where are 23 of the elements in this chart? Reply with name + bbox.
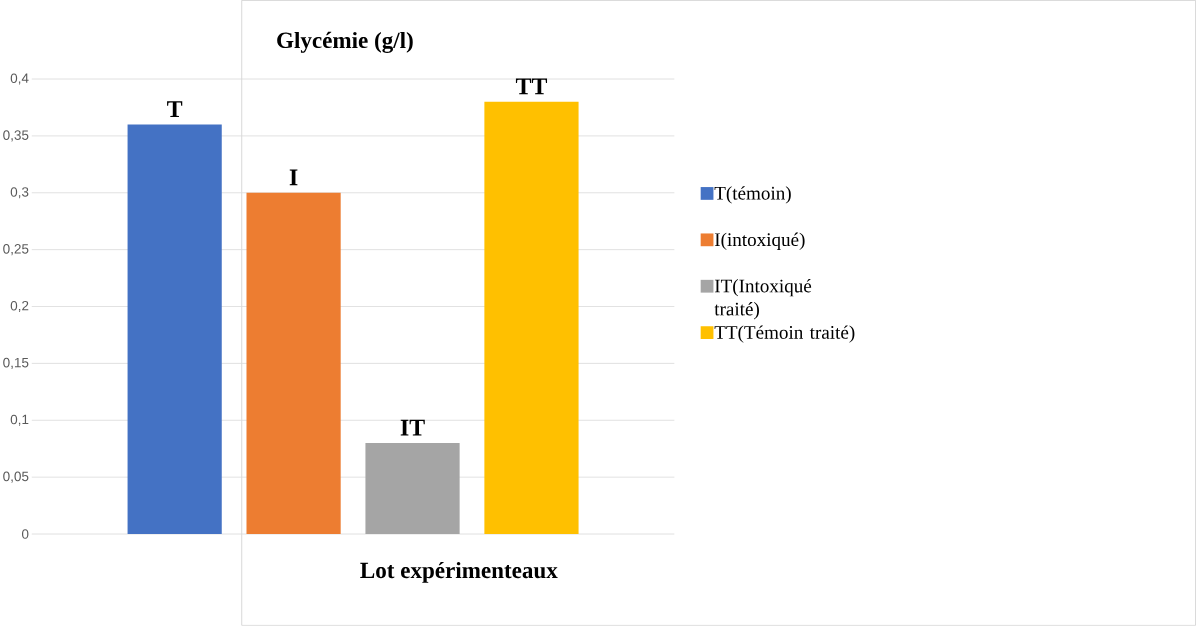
legend-label: IT(Intoxiqué traité)	[714, 279, 812, 320]
x-axis-title: Lot expérimenteaux	[360, 561, 558, 583]
annotation: TT	[515, 78, 548, 95]
y-tick-label: 0,35	[3, 130, 29, 142]
y-tick-label: 0,3	[10, 187, 29, 199]
y-tick-label: 0,15	[3, 357, 29, 370]
legend-label: T(témoin)	[714, 186, 791, 204]
y-tick-label: 0,1	[10, 414, 29, 426]
bar	[365, 443, 460, 535]
bar	[246, 192, 341, 535]
bar	[484, 101, 579, 535]
annotation: I	[289, 169, 298, 186]
y-tick-label: 0,2	[10, 301, 29, 313]
y-tick-label: 0	[21, 529, 29, 539]
legend-label: TT(Témoin traité)	[714, 325, 855, 343]
bar	[127, 124, 222, 535]
y-tick-label: 0,4	[10, 73, 29, 85]
y-tick-label: 0,05	[3, 471, 29, 483]
annotation: IT	[400, 419, 425, 436]
legend-label: I(intoxiqué)	[714, 232, 805, 251]
annotation: T	[167, 101, 183, 118]
y-tick-label: 0,25	[3, 244, 29, 256]
chart-title: Glycémie (g/l)	[277, 31, 413, 54]
